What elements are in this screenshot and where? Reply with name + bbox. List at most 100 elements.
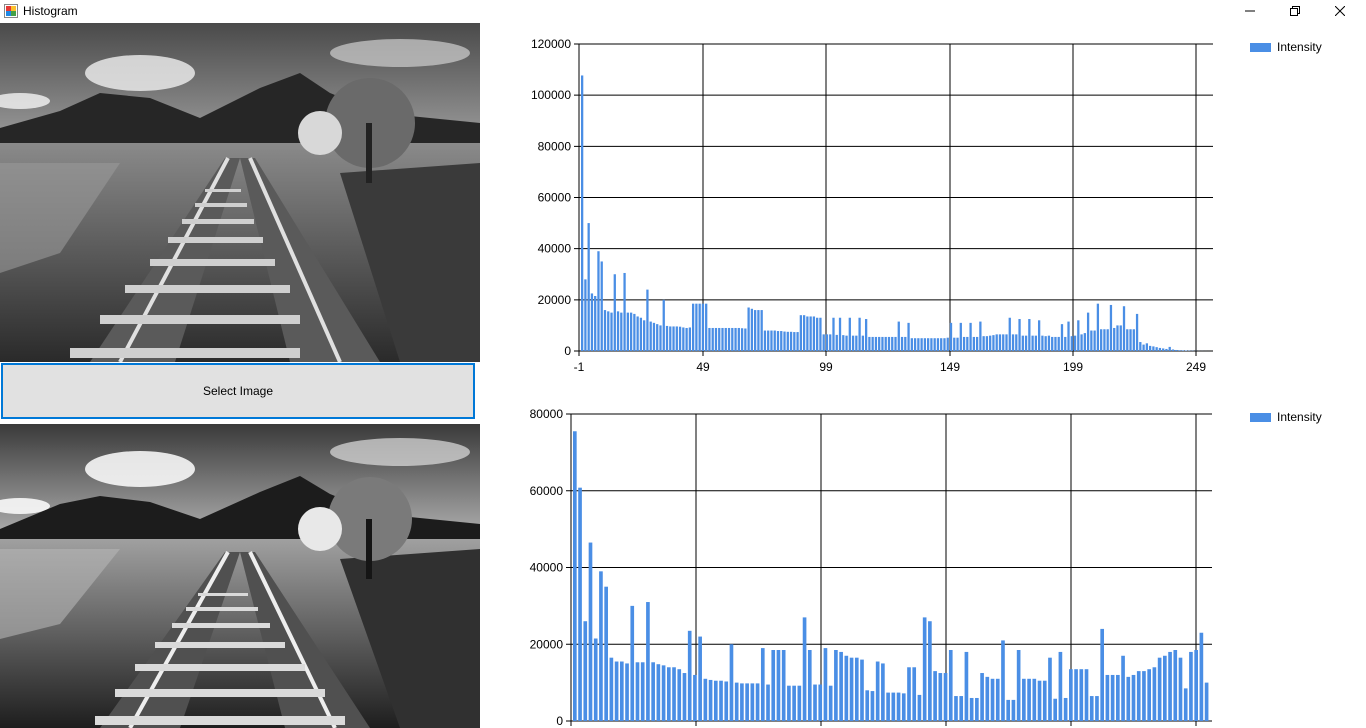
histogram-bar [1171,349,1175,351]
histogram-bar [839,651,843,721]
histogram-bar [962,336,966,351]
histogram-bar [982,336,985,351]
histogram-bar [672,667,676,721]
histogram-bar [1136,671,1141,721]
histogram-bar [835,334,838,351]
histogram-bar [1089,696,1094,721]
histogram-bar [878,336,881,351]
y-tick-label: 40000 [538,242,572,256]
histogram-bar [718,327,721,351]
histogram-bar [1181,350,1184,351]
histogram-bar [792,685,796,721]
histogram-bar [616,311,620,351]
histogram-bar [669,326,672,351]
histogram-bar [1147,669,1151,721]
x-tick-label: 249 [1186,360,1206,374]
window-title: Histogram [23,4,78,18]
histogram-bar [881,663,885,721]
histogram-bar [776,331,780,351]
histogram-bar [1168,346,1171,351]
histogram-bar [747,307,750,351]
x-tick-label: -1 [574,360,585,374]
histogram-bar [698,636,702,721]
histogram-bar [719,680,723,721]
histogram-bar [643,320,646,351]
histogram-bar [870,691,875,721]
title-bar: Histogram [0,0,1366,23]
histogram-bar [891,336,894,351]
histogram-bar [822,334,825,351]
restore-button[interactable] [1273,0,1317,22]
histogram-bar [1152,667,1157,721]
histogram-bar [737,327,740,351]
histogram-bar [884,336,887,351]
histogram-bar [682,327,685,351]
select-image-button[interactable]: Select Image [1,363,475,419]
histogram-bar [587,223,590,351]
histogram-bar [844,655,849,721]
histogram-bar [922,617,927,721]
histogram-bar [682,673,687,721]
histogram-bar [593,638,598,721]
histogram-bar [1204,682,1209,721]
x-tick-label: 149 [940,360,960,374]
histogram-bar [708,679,713,721]
histogram-bar [789,331,793,351]
histogram-bar [1024,335,1028,351]
histogram-bar [677,669,682,721]
histogram-bar [807,650,812,721]
histogram-bar [750,308,754,351]
histogram-bar [1083,333,1086,351]
histogram-bar [1037,320,1041,351]
histogram-bar [1027,678,1031,721]
histogram-bar [1048,657,1052,721]
histogram-bar [1157,657,1162,721]
histogram-bar [849,657,854,721]
histogram-bar [861,335,865,351]
histogram-bar [698,303,701,351]
histogram-bar [688,327,692,351]
histogram-bar [600,261,603,351]
histogram-bar [819,317,822,351]
histogram-bar [678,326,682,351]
histogram-bar [1158,347,1162,351]
histogram-bar [886,692,890,721]
histogram-bar [1011,334,1015,351]
x-tick-label: 49 [696,360,710,374]
histogram-bar [1069,669,1073,721]
legend-label: Intensity [1277,40,1322,54]
histogram-bar [636,316,639,351]
histogram-bar [599,571,603,721]
histogram-bar [1168,651,1172,721]
equalized-histogram-chart: 0 20000 40000 60000 80000 [530,407,1212,728]
histogram-bar [864,319,868,351]
histogram-bar [1135,313,1139,351]
histogram-bar [731,327,734,351]
close-button[interactable] [1318,0,1362,22]
histogram-bar [917,338,920,351]
histogram-bar [956,337,959,351]
histogram-bar [823,648,828,721]
histogram-bar [620,312,623,351]
histogram-bar [1042,680,1047,721]
minimize-button[interactable] [1228,0,1272,22]
histogram-bar [581,75,584,351]
histogram-bar [1058,651,1063,721]
histogram-bar [1037,680,1042,721]
histogram-bar [1175,349,1178,351]
histogram-bar [708,327,711,351]
histogram-bar [1131,674,1136,721]
histogram-bar [734,682,739,721]
histogram-bar [1063,697,1068,721]
histogram-bar [701,303,705,351]
histogram-bar [1122,306,1126,351]
histogram-bar [1034,335,1038,351]
histogram-bar [943,673,948,721]
histogram-bar [773,330,776,351]
histogram-bar [573,431,577,721]
histogram-bar [1041,335,1044,351]
histogram-bar [1148,345,1152,351]
histogram-bar [793,332,796,351]
histogram-bar [1178,657,1183,721]
histogram-bar [985,676,990,721]
